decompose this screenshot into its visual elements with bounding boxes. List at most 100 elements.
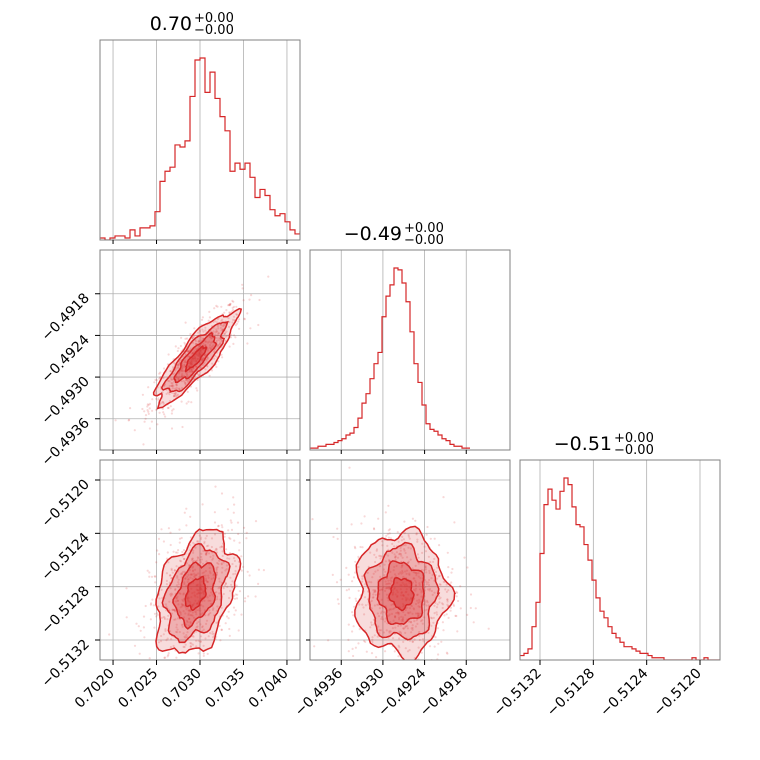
sample-point [403, 604, 406, 607]
sample-point [442, 580, 445, 584]
sample-point [220, 353, 223, 356]
sample-point [361, 575, 364, 578]
sample-point [487, 627, 490, 630]
panel-2-0 [100, 460, 300, 660]
sample-point [222, 587, 225, 590]
sample-point [171, 593, 174, 596]
sample-point [153, 575, 156, 578]
sample-point [184, 643, 187, 646]
sample-point [381, 606, 384, 609]
sample-point [428, 589, 431, 592]
sample-point [391, 593, 394, 596]
sample-point [171, 366, 175, 369]
sample-point [205, 551, 208, 555]
sample-point [166, 406, 169, 410]
sample-point [190, 368, 193, 371]
sample-point [387, 554, 390, 557]
panel-1-1 [310, 250, 470, 450]
sample-point [404, 626, 407, 629]
sample-point [193, 572, 196, 575]
sample-point [213, 521, 217, 524]
sample-point [159, 640, 163, 643]
sample-point [357, 667, 359, 669]
sample-point [162, 376, 165, 380]
sample-point [384, 620, 387, 623]
sample-point [231, 306, 234, 309]
sample-point [348, 466, 351, 469]
sample-point [200, 348, 203, 351]
sample-point [405, 569, 409, 572]
sample-point [195, 609, 198, 612]
sample-point [190, 361, 193, 364]
sample-point [224, 331, 227, 334]
sample-point [235, 313, 239, 316]
sample-point [178, 610, 181, 614]
sample-point [152, 604, 155, 607]
sample-point [202, 652, 205, 655]
sample-point [378, 629, 381, 632]
sample-point [421, 622, 424, 625]
sample-point [232, 300, 235, 303]
sample-point [170, 638, 173, 641]
sample-point [358, 628, 361, 631]
sample-point [209, 572, 212, 575]
sample-point [176, 366, 179, 369]
sample-point [227, 529, 230, 532]
sample-point [170, 612, 173, 615]
sample-point [220, 324, 223, 327]
sample-point [167, 653, 170, 657]
sample-point [174, 345, 177, 348]
sample-point [192, 569, 195, 572]
sample-point [222, 324, 225, 327]
sample-point [418, 588, 422, 591]
sample-point [236, 593, 239, 596]
sample-point [396, 531, 399, 534]
sample-point [215, 328, 218, 331]
title-value: −0.49 [344, 223, 402, 245]
sample-point [207, 614, 210, 617]
sample-point [427, 555, 430, 558]
sample-point [181, 550, 184, 554]
sample-point [195, 365, 198, 368]
sample-point [352, 625, 355, 628]
sample-point [142, 615, 146, 618]
sample-point [191, 614, 194, 617]
sample-point [143, 410, 146, 413]
sample-point [400, 572, 403, 575]
sample-point [406, 606, 409, 609]
sample-point [225, 568, 228, 571]
sample-point [135, 622, 138, 625]
sample-point [199, 353, 202, 357]
sample-point [108, 633, 111, 636]
sample-point [432, 560, 435, 564]
sample-point [413, 571, 416, 574]
sample-point [189, 347, 192, 350]
sample-point [202, 549, 205, 553]
sample-point [164, 603, 167, 606]
sample-point [232, 305, 236, 308]
sample-point [190, 363, 193, 366]
sample-point [404, 608, 407, 612]
sample-point [232, 511, 235, 514]
sample-point [200, 338, 203, 341]
sample-point [382, 586, 385, 589]
sample-point [169, 594, 172, 597]
sample-point [183, 341, 186, 344]
sample-point [186, 374, 189, 377]
sample-point [194, 599, 197, 602]
sample-point [406, 650, 410, 653]
sample-point [199, 640, 202, 643]
sample-point [405, 599, 408, 602]
sample-point [371, 636, 374, 639]
sample-point [195, 626, 198, 629]
sample-point [159, 371, 162, 374]
sample-point [433, 645, 436, 648]
sample-point [401, 564, 404, 567]
sample-point [174, 369, 177, 372]
sample-point [395, 611, 398, 615]
sample-point [205, 534, 208, 538]
sample-point [180, 376, 183, 379]
sample-point [446, 551, 449, 554]
sample-point [240, 613, 243, 616]
sample-point [401, 535, 404, 539]
